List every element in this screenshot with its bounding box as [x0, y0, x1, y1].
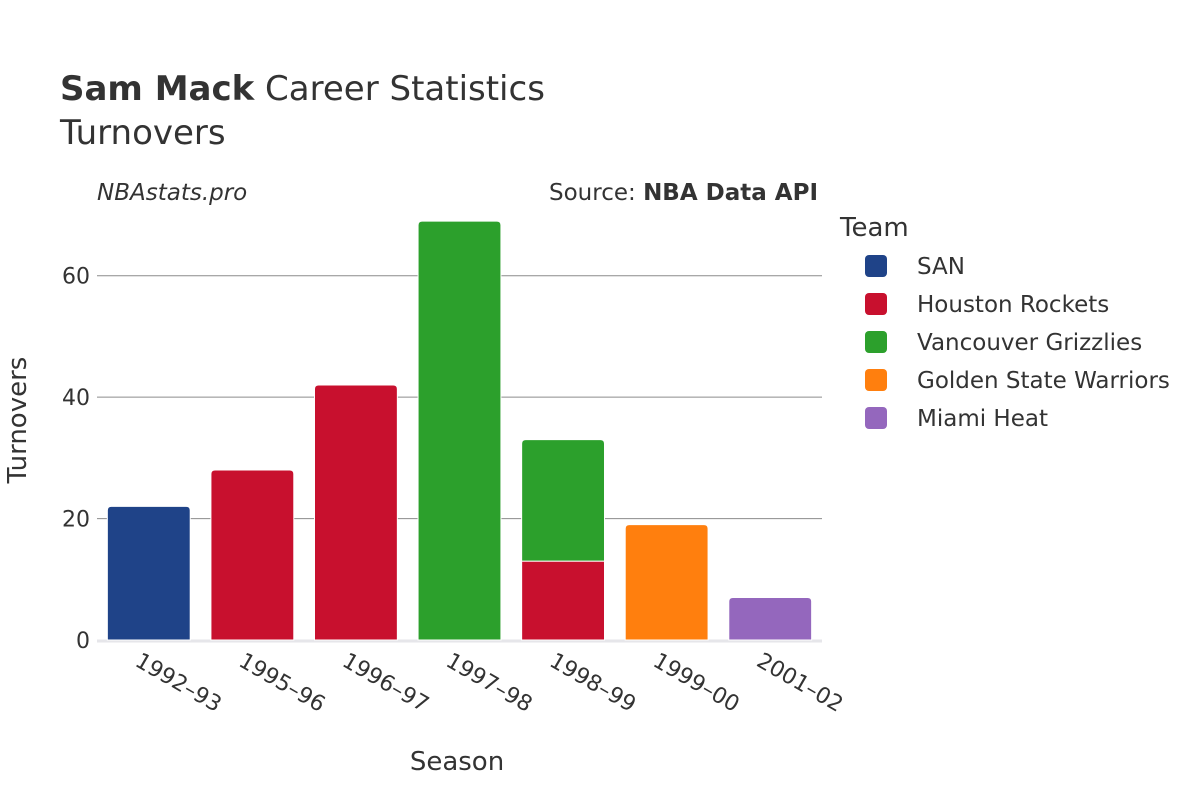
bar-1995–96-houston-rockets[interactable]	[210, 469, 295, 641]
bar-1999–00-golden-state-warriors[interactable]	[624, 524, 709, 641]
title-rest: Career Statistics	[254, 69, 545, 109]
bars	[106, 220, 813, 641]
player-name: Sam Mack	[60, 69, 256, 109]
source-credit: Source: NBA Data API	[549, 180, 818, 206]
x-tick-label: 1992–93	[131, 649, 226, 718]
x-tick-label: 1997–98	[442, 649, 537, 718]
x-tick-label: 1998–99	[545, 649, 640, 718]
legend-swatch[interactable]	[865, 331, 887, 353]
legend-swatch[interactable]	[865, 255, 887, 277]
chart-subtitle: Turnovers	[59, 113, 226, 153]
watermark: NBAstats.pro	[97, 180, 247, 206]
source-name: NBA Data API	[643, 180, 818, 206]
legend-item-label[interactable]: Golden State Warriors	[917, 368, 1170, 394]
legend-swatch[interactable]	[865, 293, 887, 315]
legend-swatch[interactable]	[865, 369, 887, 391]
legend-item-label[interactable]: Vancouver Grizzlies	[917, 330, 1142, 356]
legend-item-label[interactable]: Miami Heat	[917, 406, 1048, 432]
legend-swatch[interactable]	[865, 407, 887, 429]
x-axis-title: Season	[410, 747, 504, 777]
y-axis-title: Turnovers	[3, 357, 33, 485]
bar-1992–93-san[interactable]	[106, 505, 191, 641]
y-tick-label: 20	[62, 508, 90, 533]
x-tick-label: 1995–96	[234, 649, 329, 718]
chart-title: Sam Mack Career Statistics	[60, 69, 545, 109]
bar-1998–99-houston-rockets[interactable]	[521, 560, 605, 641]
source-prefix: Source:	[549, 180, 643, 206]
x-axis-ticks: 1992–93 1995–96 1996–97 1997–98 1998–99 1999–…	[131, 649, 847, 718]
y-axis-ticks: 0 20 40 60	[62, 265, 90, 654]
x-tick-label: 1996–97	[338, 649, 433, 718]
y-tick-label: 0	[76, 629, 90, 654]
x-tick-label: 2001–02	[752, 649, 847, 718]
legend-item-label[interactable]: SAN	[917, 254, 965, 280]
legend-title: Team	[839, 213, 909, 243]
y-tick-label: 60	[62, 265, 90, 290]
y-tick-label: 40	[62, 386, 90, 411]
legend-item-label[interactable]: Houston Rockets	[917, 292, 1109, 318]
bar-1998–99-vancouver-grizzlies[interactable]	[521, 439, 605, 562]
x-tick-label: 1999–00	[649, 649, 744, 718]
bar-2001–02-miami-heat[interactable]	[728, 597, 813, 641]
bar-1996–97-houston-rockets[interactable]	[314, 384, 398, 641]
bar-1997–98-vancouver-grizzlies[interactable]	[417, 220, 502, 641]
legend: Team SAN Houston Rockets Vancouver Grizzli…	[839, 213, 1170, 432]
